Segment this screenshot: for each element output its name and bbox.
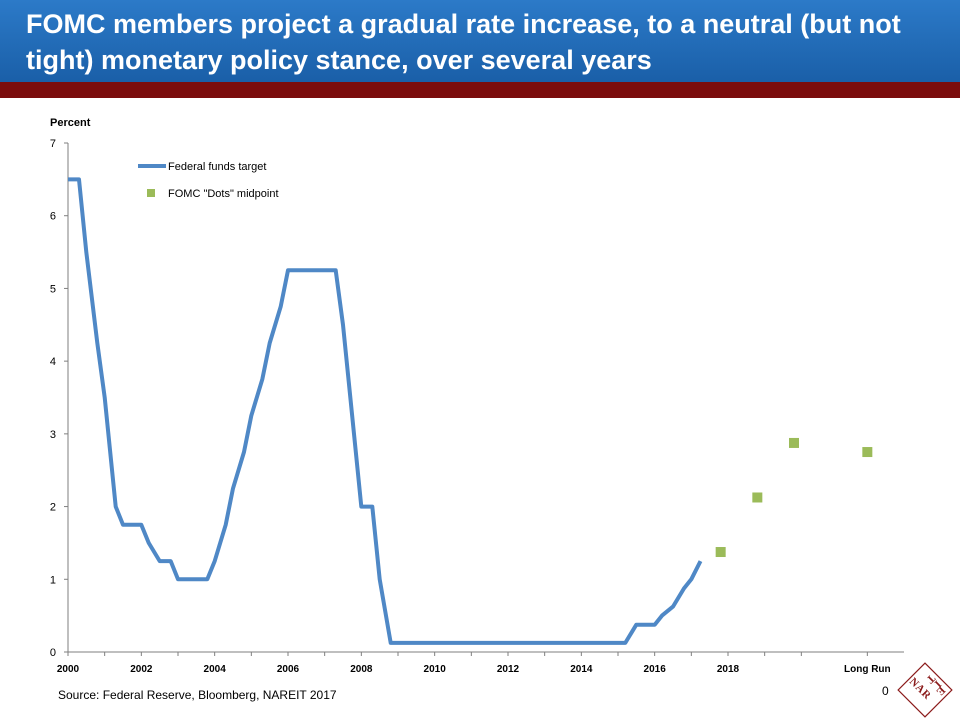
- y-tick-label: 7: [50, 138, 56, 150]
- title-underline-band: [0, 82, 960, 98]
- legend-dot-swatch: [147, 189, 155, 197]
- x-tick-label: 2018: [717, 664, 740, 675]
- y-axis-title: Percent: [50, 117, 91, 129]
- x-tick-label: Long Run: [844, 664, 891, 675]
- svg-text:E: E: [934, 684, 948, 698]
- y-tick-labels: 0 1 2 3 4 5 6 7 Percent: [50, 117, 91, 659]
- y-tick-label: 0: [50, 647, 56, 659]
- y-tick-label: 4: [50, 356, 56, 368]
- fomc-dot-marker: [789, 437, 799, 448]
- chart-series: [68, 177, 873, 645]
- y-tick-label: 1: [50, 574, 56, 586]
- fed-funds-chart: 0 1 2 3 4 5 6 7 Percent 2000 2002 2004 2006 2008 2010…: [50, 117, 904, 675]
- source-note: Source: Federal Reserve, Bloomberg, NARE…: [58, 688, 337, 702]
- x-tick-label: 2010: [424, 664, 447, 675]
- slide-title: FOMC members project a gradual rate incr…: [26, 9, 901, 75]
- x-tick-label: 2000: [57, 664, 80, 675]
- x-tick-labels: 2000 2002 2004 2006 2008 2010 2012 2014 2016 2018…: [57, 652, 891, 675]
- legend-label-federal-funds-target: Federal funds target: [168, 161, 266, 173]
- fomc-dot-marker: [862, 447, 873, 458]
- chart-legend: Federal funds target FOMC "Dots" midpoint: [138, 161, 279, 200]
- x-tick-label: 2004: [204, 664, 227, 675]
- legend-label-fomc-dots: FOMC "Dots" midpoint: [168, 188, 279, 200]
- x-tick-label: 2012: [497, 664, 520, 675]
- y-tick-label: 3: [50, 429, 56, 441]
- x-tick-label: 2002: [130, 664, 153, 675]
- fomc-dot-marker: [752, 492, 763, 503]
- fomc-dot-marker: [715, 547, 726, 558]
- svg-text:I: I: [932, 678, 944, 690]
- x-tick-label: 2014: [570, 664, 593, 675]
- series-line-federal-funds-target: [68, 177, 703, 645]
- y-tick-label: 2: [50, 502, 56, 514]
- title-bar: FOMC members project a gradual rate incr…: [0, 0, 960, 82]
- y-tick-label: 5: [50, 283, 56, 295]
- page-number: 0: [882, 684, 889, 698]
- nareit-logo: N A R T I E: [897, 662, 953, 718]
- x-tick-label: 2006: [277, 664, 300, 675]
- x-tick-label: 2016: [644, 664, 667, 675]
- y-tick-label: 6: [50, 211, 56, 223]
- x-tick-label: 2008: [350, 664, 373, 675]
- chart-axes: [67, 143, 904, 653]
